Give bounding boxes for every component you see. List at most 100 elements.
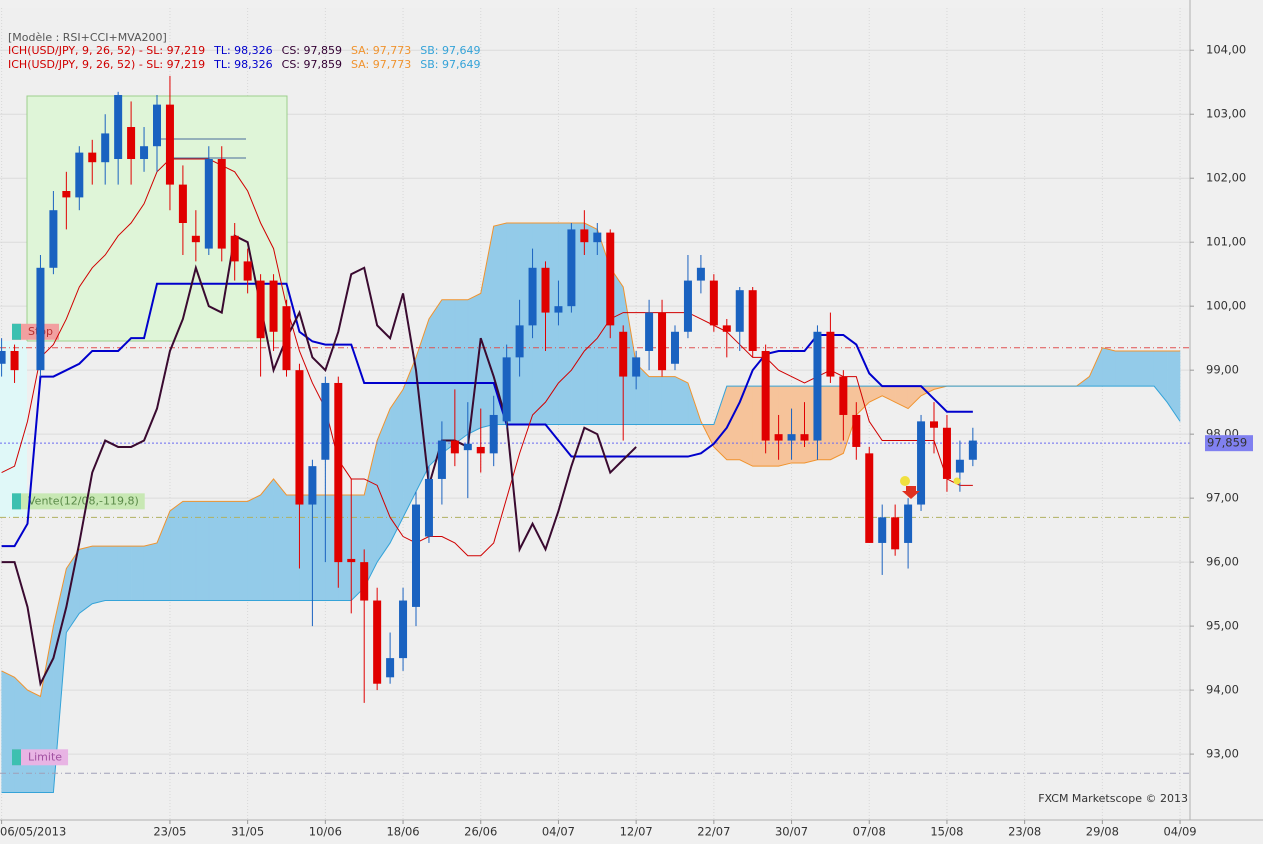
candle-body [567,229,576,307]
level-label-box [12,749,69,766]
legend-entry: SB: 97,649 [420,58,480,71]
candle-body [0,350,6,364]
cloud-segment [441,299,456,454]
cloud-segment [1140,350,1155,387]
x-tick-label: 04/07 [542,825,575,839]
cloud-segment [648,376,663,425]
cloud-segment [299,494,313,601]
candle-body [541,267,550,313]
cloud-segment [169,500,184,601]
zone-left [0,341,27,517]
signal-marker [900,476,910,486]
cloud-segment [1,670,15,793]
cloud-segment [247,494,261,601]
candle-body [683,280,692,332]
candle-body [709,280,718,326]
candle-body [463,443,472,451]
legend-entry: CS: 97,859 [282,44,342,57]
legend-entry: CS: 97,859 [282,58,342,71]
price-badge [1205,435,1253,452]
x-tick-label: 22/07 [697,825,730,839]
candle-body [839,376,848,415]
candle-body [878,517,887,543]
signal-marker [953,477,961,485]
x-tick-label: 06/05/2013 [0,825,66,839]
cloud-segment [130,545,145,601]
candle-body [748,290,757,351]
y-tick-label: 101,00 [1206,235,1246,249]
level-label-box [12,323,60,340]
level-label-box [12,493,145,510]
x-tick-label: 15/08 [930,825,963,839]
cloud-segment [260,478,274,601]
candle-body [217,159,226,249]
level-handle [12,493,21,510]
legend-entry: SA: 97,773 [351,44,411,57]
candle-body [580,229,589,243]
candle-body [114,95,123,160]
candle-body [191,235,200,243]
candle-body [282,306,291,371]
level-label: Vente(12/08,-119,8) [28,494,139,507]
candle-body [386,658,395,678]
candle-body [347,558,356,563]
cloud-segment [79,545,93,614]
candle-body [373,600,382,684]
candle-body [476,446,485,454]
cloud-segment [208,501,222,601]
candle-body [671,331,679,364]
candle-body [813,331,822,441]
candle-body [645,312,654,351]
sell-arrow [902,486,920,499]
legend-line: ICH(USD/JPY, 9, 26, 52) - SL: 97,219 TL: … [8,58,480,71]
candle-body [787,434,796,441]
candle-body [399,600,408,659]
lines [1,158,973,687]
x-tick-label: 30/07 [775,825,808,839]
candle-body [204,159,213,249]
level-handle [12,749,21,766]
candle-body [528,267,537,326]
candle-body [62,191,71,198]
cloud-edge [1,385,1181,793]
cloud-segment [273,478,287,601]
candle-body [865,453,874,543]
level-label: Limite [28,750,62,763]
cloud-segment [104,545,119,601]
cloud-segment [661,376,676,425]
cloud-segment [1115,350,1129,387]
candle-body [891,517,900,550]
x-tick-label: 18/06 [386,825,419,839]
candle-body [774,434,783,441]
candle-body [127,127,136,160]
legend-entry: SA: 97,773 [351,58,411,71]
candle-body [619,331,628,377]
y-tick-label: 102,00 [1206,171,1246,185]
y-tick-label: 103,00 [1206,107,1246,121]
cloud-segment [286,494,300,601]
price-label: 97,859 [1207,436,1247,450]
cloud-segment [1128,350,1142,387]
cloud-segment [791,385,805,464]
candle-body [489,414,498,454]
candle-body [256,280,265,339]
y-tick-label: 94,00 [1206,683,1239,697]
cloud-segment [467,292,481,435]
level-tag: Stop [12,323,60,340]
x-tick-label: 26/06 [464,825,497,839]
x-tick-label: 07/08 [853,825,886,839]
cloud-segment [182,501,197,601]
indicator-line [1,282,973,548]
candle-body [761,350,770,441]
candle-body [321,382,330,460]
cloud-segment [195,501,210,601]
watermark: FXCM Marketscope © 2013 [1038,792,1188,805]
candle-body [955,459,964,473]
candle-body [437,440,446,479]
indicator-line [1,234,637,687]
cloud-segment [27,689,41,793]
cloud-segment [1102,347,1116,387]
candle-body [930,421,938,428]
model-label: [Modèle : RSI+CCI+MVA200] [8,31,167,44]
cloud-segment [454,299,469,445]
